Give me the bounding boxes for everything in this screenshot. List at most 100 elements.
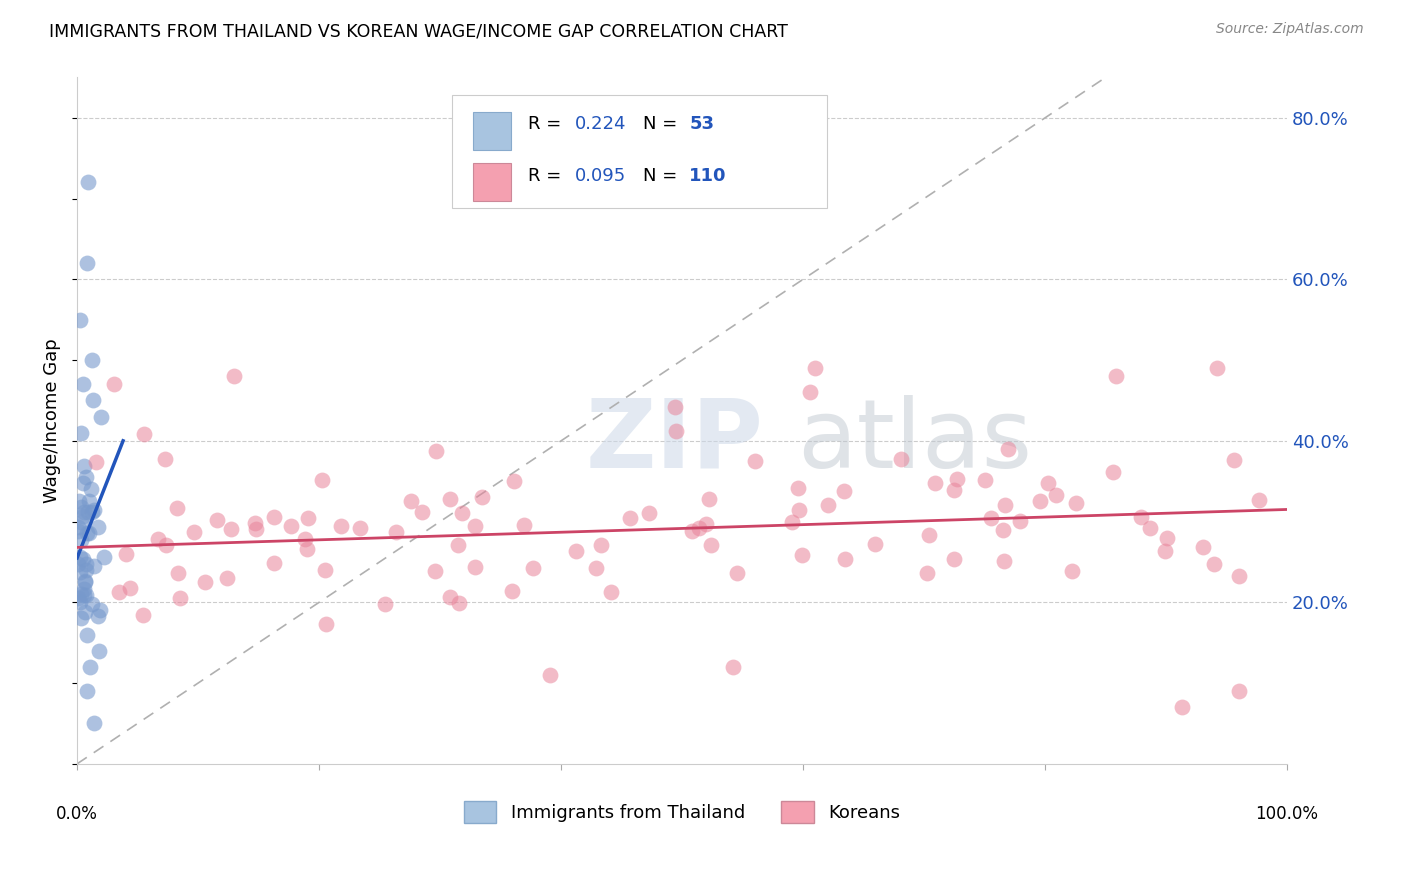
Point	[263, 510, 285, 524]
Point	[69, 550, 91, 565]
Point	[222, 369, 245, 384]
Point	[295, 542, 318, 557]
Point	[1249, 493, 1271, 508]
Point	[73, 574, 96, 589]
Point	[83, 716, 105, 731]
Text: R =: R =	[529, 167, 568, 185]
Point	[83, 503, 105, 517]
Point	[76, 256, 98, 270]
Point	[585, 561, 607, 575]
Point	[79, 494, 101, 508]
Point	[87, 609, 110, 624]
Text: 110: 110	[689, 167, 727, 185]
Text: 0.0%: 0.0%	[56, 805, 98, 823]
Point	[215, 571, 238, 585]
Point	[75, 563, 97, 577]
Text: atlas: atlas	[797, 395, 1032, 488]
Point	[1227, 684, 1250, 698]
Point	[72, 551, 94, 566]
Point	[924, 476, 946, 491]
Point	[166, 500, 188, 515]
Point	[263, 557, 285, 571]
Point	[80, 505, 103, 519]
Point	[79, 660, 101, 674]
Point	[314, 563, 336, 577]
Point	[688, 521, 710, 535]
Point	[1227, 569, 1250, 583]
Point	[72, 475, 94, 490]
Point	[942, 483, 965, 498]
Point	[67, 557, 90, 571]
Point	[918, 528, 941, 542]
Point	[73, 505, 96, 519]
Point	[439, 591, 461, 605]
FancyBboxPatch shape	[453, 95, 827, 208]
Point	[890, 451, 912, 466]
Point	[70, 611, 93, 625]
Point	[727, 566, 749, 581]
Point	[134, 427, 156, 442]
Point	[744, 454, 766, 468]
Bar	[472, 112, 512, 150]
Point	[591, 538, 613, 552]
Point	[787, 481, 810, 495]
Point	[787, 502, 810, 516]
Point	[245, 522, 267, 536]
Point	[155, 538, 177, 552]
Point	[115, 547, 138, 561]
Point	[451, 506, 474, 520]
Point	[219, 522, 242, 536]
Bar	[472, 163, 512, 201]
Point	[69, 312, 91, 326]
Y-axis label: Wage/Income Gap: Wage/Income Gap	[44, 338, 60, 503]
Point	[243, 516, 266, 530]
Point	[75, 557, 97, 571]
Point	[75, 588, 97, 602]
Point	[205, 513, 228, 527]
Point	[994, 498, 1017, 512]
Point	[183, 525, 205, 540]
Legend: Immigrants from Thailand, Koreans: Immigrants from Thailand, Koreans	[464, 801, 900, 823]
Point	[70, 533, 93, 547]
Point	[77, 526, 100, 541]
Point	[503, 474, 526, 488]
Point	[75, 605, 97, 619]
Point	[681, 524, 703, 538]
Point	[315, 616, 337, 631]
Point	[80, 353, 103, 368]
Point	[67, 524, 90, 538]
Point	[799, 385, 821, 400]
Point	[76, 684, 98, 698]
Point	[1223, 453, 1246, 467]
Point	[1130, 510, 1153, 524]
Point	[311, 474, 333, 488]
Point	[80, 483, 103, 497]
Text: Source: ZipAtlas.com: Source: ZipAtlas.com	[1216, 22, 1364, 37]
Point	[447, 538, 470, 552]
Point	[132, 608, 155, 623]
Point	[67, 494, 90, 508]
Point	[832, 484, 855, 499]
Point	[997, 442, 1019, 456]
Point	[638, 507, 661, 521]
Point	[1156, 531, 1178, 545]
Point	[425, 444, 447, 458]
Point	[464, 518, 486, 533]
Point	[90, 409, 112, 424]
Text: N =: N =	[644, 115, 683, 133]
Point	[69, 587, 91, 601]
Point	[82, 393, 104, 408]
Text: R =: R =	[529, 115, 568, 133]
Point	[780, 515, 803, 529]
Point	[118, 581, 141, 595]
Text: IMMIGRANTS FROM THAILAND VS KOREAN WAGE/INCOME GAP CORRELATION CHART: IMMIGRANTS FROM THAILAND VS KOREAN WAGE/…	[49, 22, 789, 40]
Point	[166, 566, 188, 580]
Point	[1036, 476, 1059, 491]
Point	[194, 575, 217, 590]
Point	[169, 591, 191, 605]
Point	[76, 176, 98, 190]
Point	[471, 490, 494, 504]
Point	[69, 595, 91, 609]
Point	[501, 584, 523, 599]
Point	[1139, 521, 1161, 535]
